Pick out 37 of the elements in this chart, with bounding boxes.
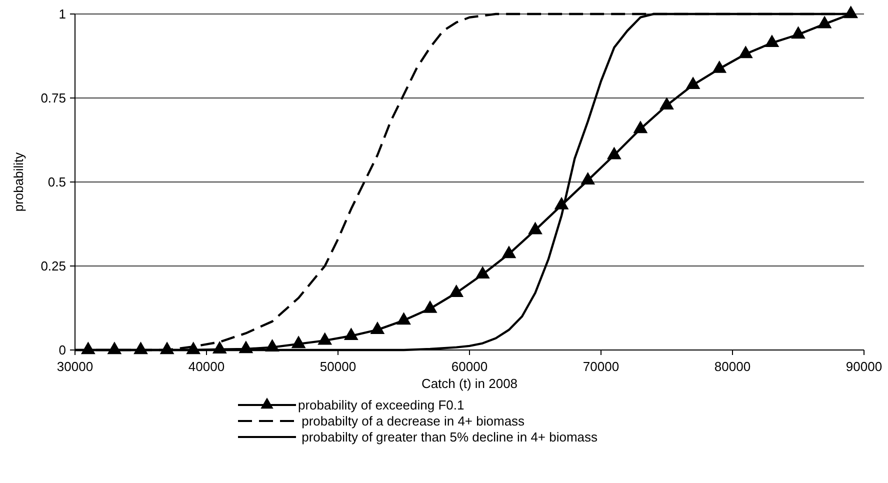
point <box>528 222 542 234</box>
x-tick-label: 70000 <box>582 359 620 374</box>
point <box>764 34 780 48</box>
point <box>817 16 832 28</box>
point <box>712 60 727 73</box>
point <box>422 300 438 313</box>
point <box>291 336 306 348</box>
point <box>791 26 806 39</box>
y-tick-label: 0 <box>58 342 66 358</box>
y-tick-label: 0.5 <box>48 174 66 190</box>
point <box>580 172 596 184</box>
point <box>606 146 622 160</box>
point <box>396 312 411 325</box>
x-tick-label: 30000 <box>56 359 94 374</box>
point <box>502 246 516 258</box>
point <box>686 76 700 90</box>
x-axis-title: Catch (t) in 2008 <box>421 376 518 391</box>
x-tick-label: 60000 <box>451 359 488 374</box>
y-tick-label: 1 <box>58 6 66 22</box>
y-tick-label: 0.25 <box>40 258 66 274</box>
x-tick-label: 90000 <box>846 359 882 374</box>
y-tick-label: 0.75 <box>40 90 66 106</box>
x-tick-label: 40000 <box>188 359 225 374</box>
legend-label: probabilty of greater than 5% decline in 4+ biomass <box>298 430 598 445</box>
point <box>318 332 332 345</box>
point <box>370 322 385 334</box>
point <box>344 328 358 340</box>
x-tick-label: 50000 <box>320 359 356 374</box>
point <box>633 120 648 134</box>
legend-label: probabilty of a decrease in 4+ biomass <box>298 414 526 429</box>
point <box>738 46 753 58</box>
point <box>475 266 490 279</box>
point <box>449 284 464 298</box>
legend-label: probability of exceeding F0.1 <box>298 398 464 413</box>
x-tick-label: 80000 <box>714 359 751 374</box>
y-axis-title: probability <box>11 152 26 212</box>
point <box>660 97 674 110</box>
